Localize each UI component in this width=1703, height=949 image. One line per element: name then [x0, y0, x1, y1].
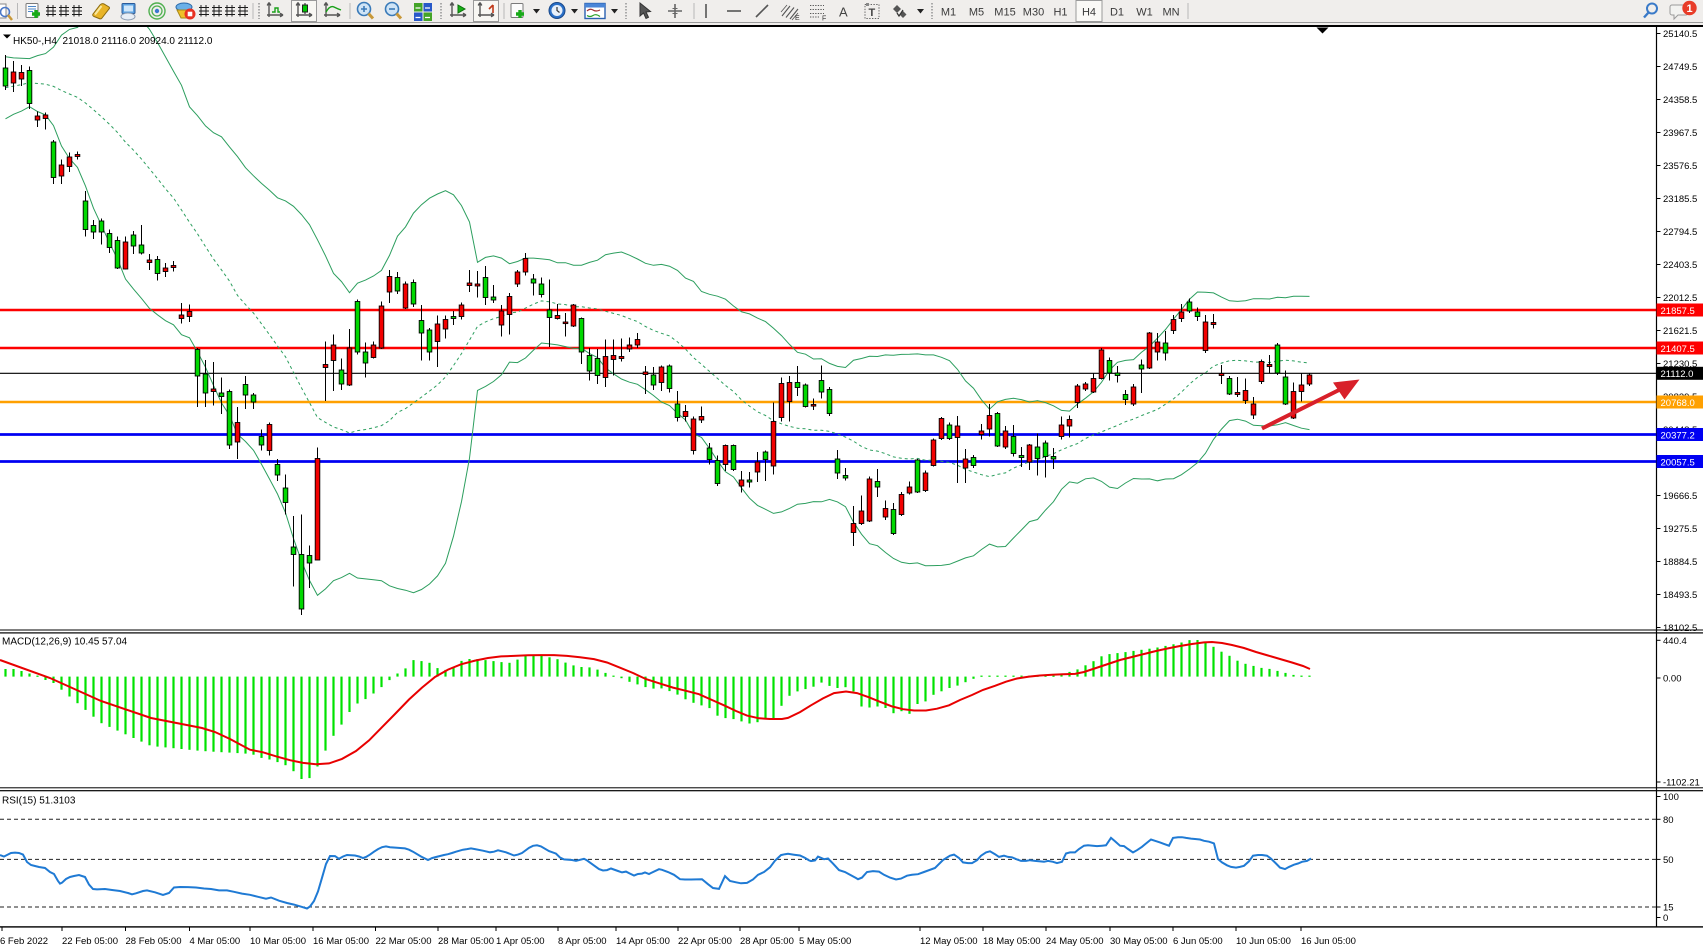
svg-text:21112.0: 21112.0 [1661, 369, 1694, 380]
svg-text:M5: M5 [969, 7, 984, 19]
svg-text:M15: M15 [994, 7, 1015, 19]
svg-text:18884.5: 18884.5 [1663, 557, 1697, 568]
svg-text:E: E [795, 15, 800, 22]
svg-text:22012.5: 22012.5 [1663, 293, 1697, 304]
svg-text:5 May 05:00: 5 May 05:00 [799, 936, 851, 947]
svg-text:22 Mar 05:00: 22 Mar 05:00 [376, 936, 432, 947]
svg-text:24358.5: 24358.5 [1663, 95, 1697, 106]
svg-text:19666.5: 19666.5 [1663, 491, 1697, 502]
svg-text:20768.0: 20768.0 [1661, 398, 1695, 409]
svg-text:D1: D1 [1110, 7, 1124, 19]
svg-text:22 Feb 05:00: 22 Feb 05:00 [62, 936, 118, 947]
svg-text:100: 100 [1663, 792, 1679, 803]
svg-text:28 Mar 05:00: 28 Mar 05:00 [438, 936, 494, 947]
svg-text:50: 50 [1663, 855, 1674, 866]
svg-text:15: 15 [1663, 903, 1674, 914]
svg-text:19275.5: 19275.5 [1663, 524, 1697, 535]
svg-text:23185.5: 23185.5 [1663, 194, 1697, 205]
svg-text:25140.5: 25140.5 [1663, 29, 1697, 40]
svg-text:F: F [822, 16, 826, 23]
svg-text:440.4: 440.4 [1663, 636, 1687, 647]
svg-text:MACD(12,26,9) 10.45 57.04: MACD(12,26,9) 10.45 57.04 [2, 637, 128, 648]
svg-text:20057.5: 20057.5 [1661, 457, 1695, 468]
svg-text:18493.5: 18493.5 [1663, 590, 1697, 601]
svg-text:H1: H1 [1053, 7, 1067, 19]
svg-text:21621.5: 21621.5 [1663, 326, 1697, 337]
svg-text:T: T [869, 7, 876, 19]
svg-text:RSI(15) 51.3103: RSI(15) 51.3103 [2, 796, 76, 807]
svg-text:1: 1 [1686, 3, 1692, 15]
svg-text:10 Mar 05:00: 10 Mar 05:00 [250, 936, 306, 947]
svg-text:16 Mar 05:00: 16 Mar 05:00 [313, 936, 369, 947]
svg-text:6 Jun 05:00: 6 Jun 05:00 [1173, 936, 1223, 947]
svg-text:M1: M1 [941, 7, 956, 19]
svg-text:4 Mar 05:00: 4 Mar 05:00 [190, 936, 241, 947]
svg-text:10 Jun 05:00: 10 Jun 05:00 [1236, 936, 1291, 947]
svg-text:80: 80 [1663, 815, 1674, 826]
svg-text:16 Jun 05:00: 16 Jun 05:00 [1301, 936, 1356, 947]
svg-text:6 Feb 2022: 6 Feb 2022 [0, 936, 48, 947]
svg-text:21407.5: 21407.5 [1661, 344, 1695, 355]
svg-text:20377.2: 20377.2 [1661, 430, 1695, 441]
svg-text:MN: MN [1162, 7, 1179, 19]
svg-text:1 Apr 05:00: 1 Apr 05:00 [496, 936, 545, 947]
svg-text:28 Apr 05:00: 28 Apr 05:00 [740, 936, 794, 947]
svg-text:24749.5: 24749.5 [1663, 62, 1697, 73]
svg-text:H4: H4 [1082, 7, 1096, 19]
svg-text:28 Feb 05:00: 28 Feb 05:00 [126, 936, 182, 947]
svg-text:18102.5: 18102.5 [1663, 623, 1697, 634]
svg-text:-1102.21: -1102.21 [1663, 778, 1700, 789]
svg-text:14 Apr 05:00: 14 Apr 05:00 [616, 936, 670, 947]
svg-text:24 May 05:00: 24 May 05:00 [1046, 936, 1104, 947]
svg-text:22794.5: 22794.5 [1663, 227, 1697, 238]
svg-text:23967.5: 23967.5 [1663, 128, 1697, 139]
svg-text:21230.5: 21230.5 [1663, 359, 1697, 370]
svg-text:HK50-,H4 21018.0 21116.0 2092: HK50-,H4 21018.0 21116.0 20924.0 21112.0 [13, 36, 213, 47]
svg-text:22 Apr 05:00: 22 Apr 05:00 [678, 936, 732, 947]
svg-text:23576.5: 23576.5 [1663, 161, 1697, 172]
svg-text:8 Apr 05:00: 8 Apr 05:00 [558, 936, 607, 947]
svg-text:12 May 05:00: 12 May 05:00 [920, 936, 978, 947]
svg-text:0: 0 [1663, 913, 1668, 924]
svg-text:W1: W1 [1136, 7, 1153, 19]
svg-text:22403.5: 22403.5 [1663, 260, 1697, 271]
svg-text:0.00: 0.00 [1663, 674, 1682, 685]
svg-text:A: A [839, 5, 848, 20]
svg-text:18 May 05:00: 18 May 05:00 [983, 936, 1041, 947]
svg-text:21857.5: 21857.5 [1661, 306, 1695, 317]
svg-text:M30: M30 [1023, 7, 1044, 19]
svg-text:30 May 05:00: 30 May 05:00 [1110, 936, 1168, 947]
